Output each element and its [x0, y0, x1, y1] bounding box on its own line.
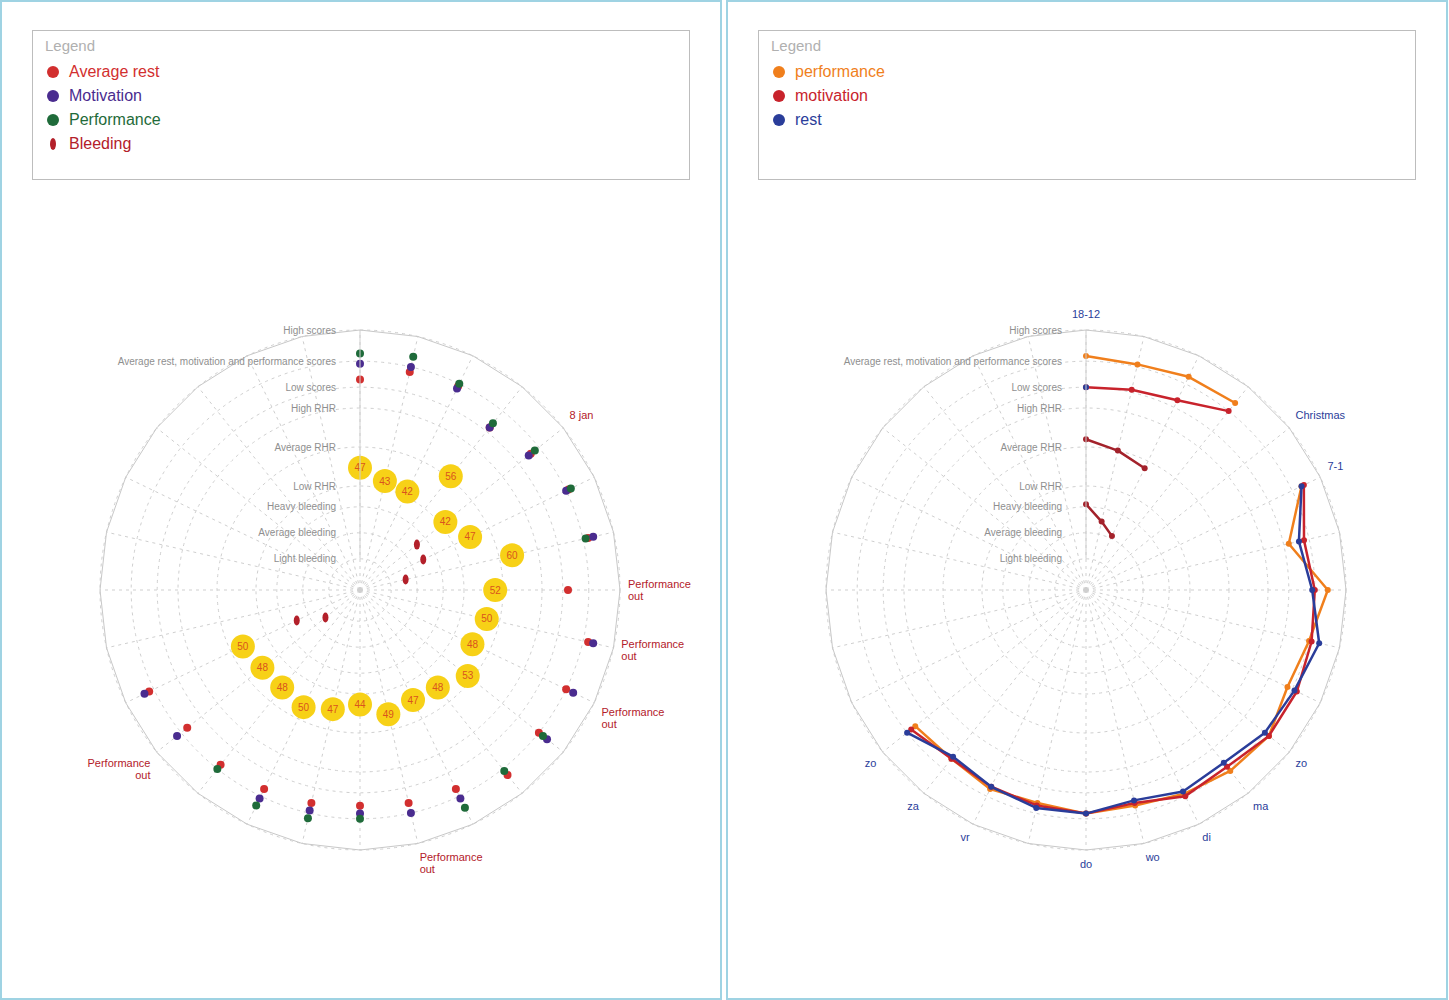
svg-text:43: 43 [379, 476, 391, 487]
svg-text:48: 48 [277, 682, 289, 693]
svg-text:Average RHR: Average RHR [274, 442, 336, 453]
svg-text:High scores: High scores [1009, 325, 1062, 336]
svg-text:47: 47 [354, 462, 366, 474]
svg-text:42: 42 [440, 516, 452, 527]
svg-text:53: 53 [462, 670, 474, 681]
html-text:Bleeding: Bleeding [69, 135, 132, 152]
svg-text:za: za [907, 800, 920, 812]
html-text:Legend: Legend [45, 37, 96, 54]
svg-text:Low RHR: Low RHR [293, 481, 336, 492]
svg-text:Performanceout: Performanceout [621, 638, 684, 662]
svg-text:50: 50 [237, 641, 249, 652]
svg-text:48: 48 [432, 682, 444, 693]
svg-text:Average rest, motivation and p: Average rest, motivation and performance… [118, 356, 336, 367]
svg-text:Christmas: Christmas [1296, 409, 1346, 421]
svg-text:60: 60 [507, 550, 519, 561]
svg-text:49: 49 [383, 709, 395, 720]
svg-text:44: 44 [354, 699, 366, 710]
svg-text:7-1: 7-1 [1327, 460, 1343, 472]
svg-text:Performanceout: Performanceout [601, 706, 664, 730]
svg-text:42: 42 [402, 486, 414, 497]
svg-text:50: 50 [298, 702, 310, 713]
svg-text:Performanceout: Performanceout [420, 851, 483, 875]
svg-text:48: 48 [257, 662, 269, 673]
svg-text:47: 47 [407, 695, 419, 706]
svg-text:Average bleeding: Average bleeding [258, 527, 336, 538]
svg-text:50: 50 [481, 613, 493, 624]
html-text:rest: rest [795, 111, 822, 128]
svg-text:Average rest, motivation and p: Average rest, motivation and performance… [844, 356, 1062, 367]
html-text:performance: performance [795, 63, 885, 80]
html-text:Average rest: Average rest [69, 63, 160, 80]
svg-text:High RHR: High RHR [1017, 403, 1062, 414]
svg-text:Low scores: Low scores [285, 382, 336, 393]
html-text:Motivation: Motivation [69, 87, 142, 104]
svg-text:ma: ma [1253, 800, 1269, 812]
svg-text:High scores: High scores [283, 325, 336, 336]
html-text:Performance: Performance [69, 111, 161, 128]
html-text:Legend: Legend [771, 37, 822, 54]
svg-text:Heavy bleeding: Heavy bleeding [267, 501, 336, 512]
svg-text:Low RHR: Low RHR [1019, 481, 1062, 492]
svg-text:zo: zo [1296, 757, 1308, 769]
html-text:motivation: motivation [795, 87, 868, 104]
svg-text:vr: vr [961, 831, 971, 843]
svg-text:8 jan: 8 jan [570, 409, 594, 421]
svg-text:47: 47 [465, 531, 477, 542]
svg-text:47: 47 [327, 704, 339, 715]
svg-text:Light bleeding: Light bleeding [1000, 553, 1062, 564]
svg-text:Light bleeding: Light bleeding [274, 553, 336, 564]
svg-text:56: 56 [445, 471, 457, 482]
svg-text:Average RHR: Average RHR [1000, 442, 1062, 453]
svg-text:Performanceout: Performanceout [87, 757, 150, 781]
svg-text:Performanceout: Performanceout [628, 578, 691, 602]
svg-text:Heavy bleeding: Heavy bleeding [993, 501, 1062, 512]
svg-text:wo: wo [1145, 851, 1160, 863]
svg-text:Average bleeding: Average bleeding [984, 527, 1062, 538]
svg-text:52: 52 [490, 585, 502, 596]
svg-text:di: di [1202, 831, 1211, 843]
svg-text:High RHR: High RHR [291, 403, 336, 414]
svg-text:48: 48 [467, 639, 479, 650]
svg-text:do: do [1080, 858, 1092, 870]
svg-text:18-12: 18-12 [1072, 308, 1100, 320]
svg-text:zo: zo [865, 757, 877, 769]
svg-text:Low scores: Low scores [1011, 382, 1062, 393]
